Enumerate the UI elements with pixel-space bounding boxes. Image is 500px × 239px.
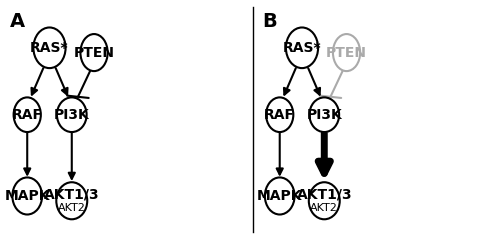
Ellipse shape (309, 182, 340, 219)
Text: A: A (10, 12, 25, 31)
Text: AKT2: AKT2 (58, 203, 86, 213)
Ellipse shape (14, 98, 41, 132)
Ellipse shape (266, 98, 293, 132)
Text: B: B (262, 12, 277, 31)
Text: RAF: RAF (264, 108, 295, 122)
Text: MAPK: MAPK (4, 189, 50, 203)
Text: AKT1/3: AKT1/3 (296, 187, 352, 201)
Text: PI3K: PI3K (306, 108, 342, 122)
Text: AKT2: AKT2 (310, 203, 338, 213)
Ellipse shape (80, 34, 108, 71)
Ellipse shape (57, 98, 86, 132)
Text: PTEN: PTEN (74, 46, 114, 60)
Ellipse shape (56, 182, 87, 219)
Ellipse shape (265, 177, 294, 215)
Text: AKT1/3: AKT1/3 (44, 187, 100, 201)
Ellipse shape (310, 98, 339, 132)
Text: MAPK: MAPK (257, 189, 302, 203)
Text: RAS*: RAS* (282, 41, 322, 55)
Text: RAS*: RAS* (30, 41, 69, 55)
Ellipse shape (34, 27, 66, 68)
Ellipse shape (333, 34, 360, 71)
Ellipse shape (286, 27, 318, 68)
Text: RAF: RAF (12, 108, 42, 122)
Ellipse shape (12, 177, 42, 215)
Text: PI3K: PI3K (54, 108, 90, 122)
Text: PTEN: PTEN (326, 46, 367, 60)
